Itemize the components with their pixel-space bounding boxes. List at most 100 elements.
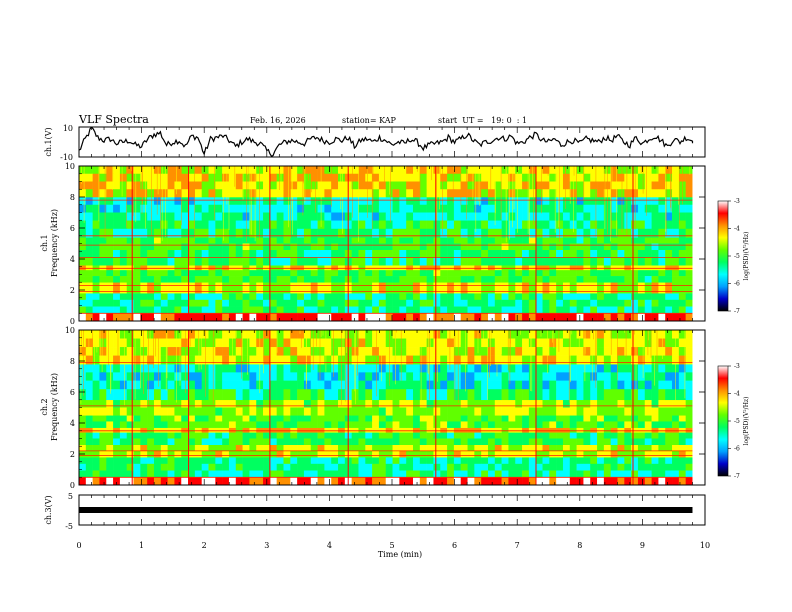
spectrogram-cell: [215, 276, 223, 283]
spectrogram-cell: [290, 347, 298, 356]
spectrogram-cell: [242, 276, 250, 283]
spectrogram-cell: [201, 204, 209, 213]
spectrogram-cell: [310, 470, 318, 478]
spectrogram-cell: [222, 257, 230, 266]
spectrogram-cell: [276, 415, 284, 422]
spectrogram-cell: [297, 432, 305, 439]
spectrogram-cell: [92, 407, 100, 416]
spectrogram-cell: [331, 212, 339, 221]
spectrogram-cell: [372, 173, 380, 182]
spectrogram-cell: [242, 347, 250, 356]
spectrogram-cell: [501, 407, 509, 416]
spectrogram-cell: [283, 338, 291, 348]
spectrogram-cell: [283, 257, 291, 266]
spectrogram-cell: [522, 265, 530, 271]
spectrogram-cell: [685, 438, 693, 445]
spectrogram-cell: [549, 463, 557, 471]
spectrogram-cell: [590, 237, 598, 244]
spectrogram-cell: [481, 220, 489, 230]
spectrogram-cell: [338, 444, 346, 452]
spectrogram-cell: [549, 450, 557, 458]
spectrogram-cell: [590, 388, 598, 401]
spectrogram-cell: [685, 204, 693, 213]
spectrogram-cell: [290, 173, 298, 182]
spectrogram-cell: [215, 243, 223, 250]
spectrogram-cell: [413, 355, 421, 365]
spectrogram-cell: [522, 450, 530, 458]
spectrogram-cell: [515, 380, 523, 390]
spectrogram-cell: [453, 189, 462, 198]
spectrogram-cell: [85, 265, 93, 271]
spectrogram-cell: [201, 276, 209, 283]
spectrogram-cell: [617, 173, 625, 182]
spectrogram-cell: [508, 463, 516, 471]
spectrogram-cell: [79, 330, 87, 339]
spectrogram-cell: [658, 432, 666, 439]
spectrogram-cell: [419, 220, 427, 230]
spectrogram-cell: [467, 355, 475, 365]
spectrogram-cell: [147, 347, 155, 356]
spectrogram-cell: [263, 432, 271, 439]
spectrogram-cell: [269, 269, 277, 277]
spectrogram-cell: [610, 330, 618, 339]
spectrogram-cell: [297, 265, 305, 271]
spectrogram-cell: [119, 427, 128, 433]
spectrogram-cell: [249, 432, 257, 439]
spectrogram-cell: [160, 265, 168, 271]
spectrogram-cell: [263, 421, 271, 428]
spectrogram-cell: [290, 470, 298, 478]
spectrogram-cell: [440, 197, 448, 206]
spectrogram-cell: [331, 388, 339, 401]
spectrogram-cell: [528, 306, 537, 314]
spectrogram-cell: [494, 282, 502, 294]
spectrogram-cell: [276, 228, 284, 238]
spectrogram-cell: [378, 237, 387, 244]
spectrogram-cell: [331, 407, 339, 416]
spectrogram-cell: [378, 399, 387, 408]
spectrogram-cell: [79, 432, 87, 439]
spectrogram-cell: [126, 204, 134, 213]
spectrogram-cell: [617, 228, 625, 238]
spectrogram-cell: [167, 355, 175, 365]
spectrogram-cell: [153, 444, 162, 452]
spectrogram-cell: [106, 399, 114, 408]
spectrogram-cell: [317, 293, 325, 301]
spectrogram-cell: [610, 470, 618, 478]
spectrogram-cell: [290, 338, 298, 348]
spectrogram-cell: [685, 427, 693, 433]
spectrogram-cell: [297, 338, 305, 348]
spectrogram-cell: [508, 243, 516, 250]
spectrogram-cell: [269, 463, 277, 471]
spectrogram-cell: [562, 299, 571, 307]
spectrogram-cell: [413, 347, 421, 356]
spectrogram-cell: [453, 257, 462, 266]
spectrogram-cell: [365, 438, 373, 445]
spectrogram-cell: [501, 457, 509, 465]
spectrogram-cell: [174, 372, 182, 381]
spectrogram-cell: [147, 330, 155, 339]
spectrogram-cell: [263, 204, 271, 213]
spectrogram-cell: [283, 293, 291, 301]
spectrogram-cell: [426, 228, 434, 238]
spectrogram-cell: [481, 243, 489, 250]
spectrogram-cell: [678, 212, 686, 221]
spectrogram-cell: [644, 220, 652, 230]
spectrogram-cell: [413, 438, 421, 445]
spectrogram-cell: [85, 189, 93, 198]
spectrogram-cell: [303, 427, 312, 433]
spectrogram-cell: [658, 282, 666, 294]
spectrogram-cell: [201, 228, 209, 238]
spectrogram-cell: [208, 228, 216, 238]
spectrogram-cell: [549, 173, 557, 182]
spectrogram-cell: [576, 330, 584, 339]
spectrogram-cell: [685, 228, 693, 238]
spectrogram-cell: [487, 364, 496, 373]
spectrogram-cell: [228, 470, 237, 478]
spectrogram-cell: [106, 372, 114, 381]
spectrogram-cell: [467, 204, 475, 213]
spectrogram-cell: [99, 237, 107, 244]
spectrogram-cell: [651, 477, 659, 486]
spectrogram-cell: [235, 432, 243, 439]
spectrogram-cell: [522, 444, 530, 452]
